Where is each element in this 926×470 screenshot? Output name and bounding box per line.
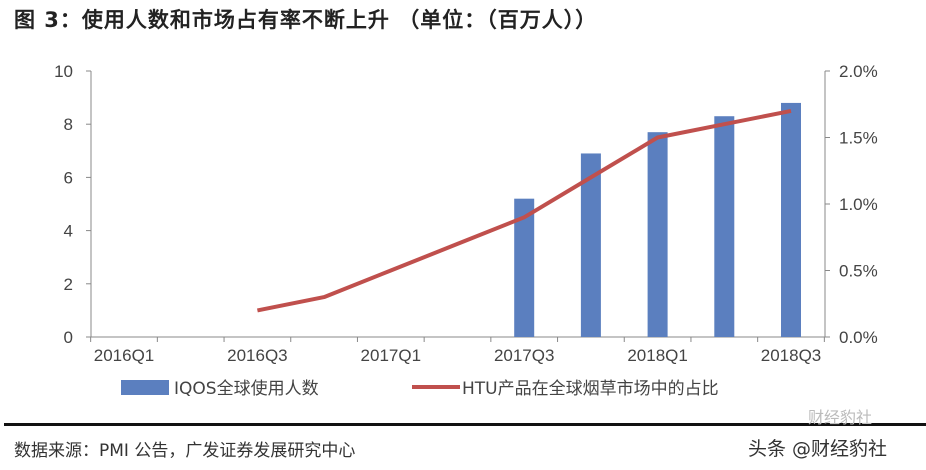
legend-label-bar: IQOS全球使用人数 (174, 378, 319, 399)
x-tick-label: 2016Q1 (94, 346, 155, 365)
chart: 0 2 4 6 8 10 0.0% 0.5% 1.0% 1.5% 2.0% 2016Q1 2016Q3 2… (54, 62, 878, 399)
y-right-tick-label: 1.0% (839, 195, 878, 214)
bar (781, 102, 801, 337)
y-left-tick-label: 6 (64, 168, 73, 187)
y-left-tick-label: 8 (64, 115, 73, 134)
y-left-tick-label: 4 (64, 222, 73, 241)
chart-title: 图 3：使用人数和市场占有率不断上升 （单位：（百万人）） (14, 8, 598, 32)
legend-swatch-bar (121, 380, 169, 395)
y-left-tick-label: 2 (64, 275, 73, 294)
bar (514, 198, 535, 337)
y-left-tick-label: 10 (54, 62, 73, 81)
divider (4, 423, 926, 426)
bar (580, 153, 601, 337)
watermark-faint: 财经豹社 (808, 408, 873, 427)
y-right-tick-label: 0.0% (839, 328, 878, 347)
y-right-tick-label: 0.5% (839, 262, 878, 281)
watermark: 头条 @财经豹社 (748, 438, 888, 460)
x-tick-label: 2016Q3 (227, 346, 288, 365)
y-left-tick-label: 0 (64, 328, 73, 347)
x-tick-label: 2018Q1 (627, 346, 688, 365)
bar (647, 132, 668, 337)
bar (714, 116, 735, 337)
y-right-tick-label: 2.0% (839, 62, 878, 81)
x-tick-label: 2017Q1 (361, 346, 422, 365)
y-right-tick-label: 1.5% (839, 129, 878, 148)
x-tick-label: 2018Q3 (761, 346, 822, 365)
x-tick-label: 2017Q3 (494, 346, 555, 365)
source-note: 数据来源：PMI 公告，广发证券发展研究中心 (14, 441, 356, 461)
legend-label-line: HTU产品在全球烟草市场中的占比 (462, 379, 719, 399)
